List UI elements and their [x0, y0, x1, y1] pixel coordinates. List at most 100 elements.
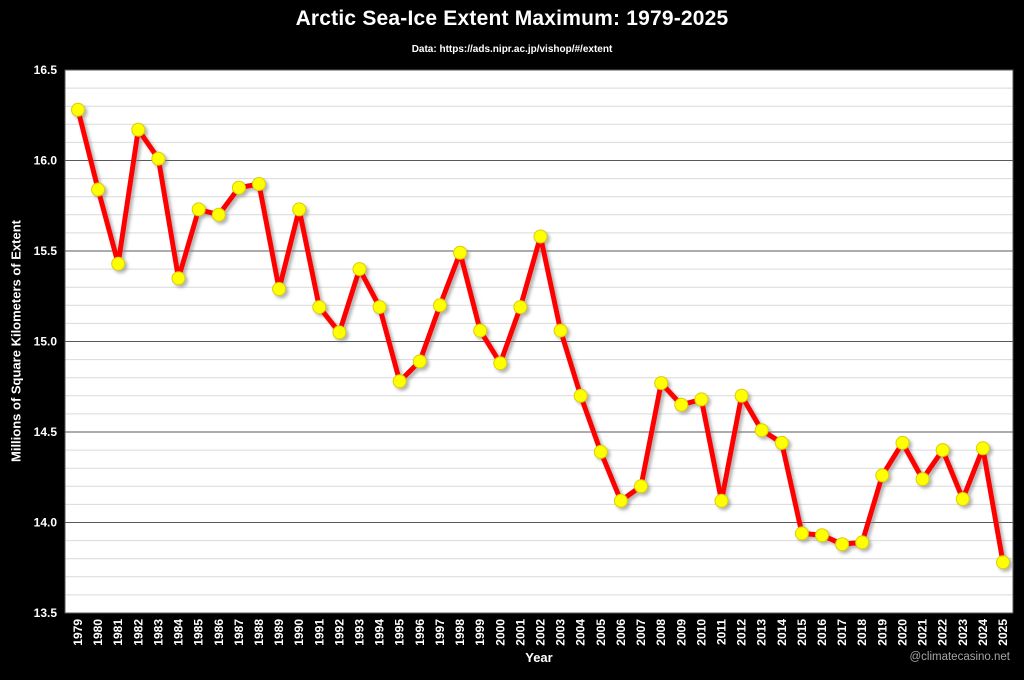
x-tick-label-2005: 2005: [594, 619, 608, 646]
x-tick-label-1992: 1992: [332, 619, 346, 646]
y-tick-label-15.5: 15.5: [34, 244, 58, 258]
x-tick-label-2006: 2006: [614, 619, 628, 646]
x-tick-label-1985: 1985: [192, 619, 206, 646]
x-tick-label-1997: 1997: [433, 619, 447, 646]
data-point-2016: [815, 528, 829, 543]
x-tick-label-2024: 2024: [976, 619, 990, 646]
x-axis-title: Year: [525, 650, 553, 665]
x-tick-label-1980: 1980: [91, 619, 105, 646]
x-tick-label-2004: 2004: [574, 619, 588, 646]
data-point-1979: [71, 102, 85, 117]
chart-title: Arctic Sea-Ice Extent Maximum: 1979-2025: [295, 7, 729, 30]
data-point-2006: [613, 493, 628, 508]
x-tick-label-2016: 2016: [815, 619, 829, 646]
x-tick-label-2022: 2022: [936, 619, 950, 646]
data-point-1989: [272, 282, 287, 296]
x-tick-label-1981: 1981: [111, 619, 125, 646]
data-point-2019: [875, 468, 890, 483]
x-tick-label-2014: 2014: [775, 619, 789, 646]
x-tick-label-2007: 2007: [634, 619, 648, 646]
data-point-2001: [513, 300, 528, 315]
x-tick-label-1990: 1990: [292, 619, 306, 646]
x-tick-label-2012: 2012: [735, 619, 749, 646]
chart-subtitle: Data: https://ads.nipr.ac.jp/vishop/#/ex…: [411, 44, 613, 55]
x-tick-label-2001: 2001: [513, 619, 527, 646]
data-point-2005: [593, 444, 608, 459]
x-tick-label-2009: 2009: [674, 619, 688, 646]
y-tick-label-13.5: 13.5: [34, 606, 58, 620]
x-tick-label-2018: 2018: [855, 619, 869, 646]
x-tick-label-2010: 2010: [694, 619, 708, 646]
data-point-2007: [634, 479, 648, 494]
data-point-1982: [131, 122, 146, 137]
x-tick-label-2015: 2015: [795, 619, 809, 646]
x-tick-label-1991: 1991: [312, 619, 326, 646]
data-point-1983: [151, 151, 166, 166]
data-point-2009: [674, 397, 689, 412]
x-tick-label-1984: 1984: [172, 619, 186, 646]
data-point-2024: [975, 441, 990, 456]
data-point-1990: [292, 202, 307, 217]
data-point-1988: [252, 177, 266, 191]
y-tick-label-16.0: 16.0: [34, 154, 58, 168]
y-tick-label-16.5: 16.5: [34, 63, 58, 77]
y-axis-title: Millions of Square Kilometers of Extent: [8, 220, 24, 463]
data-point-1993: [352, 262, 367, 277]
data-point-1997: [433, 298, 447, 313]
x-tick-label-2019: 2019: [875, 619, 889, 646]
data-point-2012: [734, 388, 749, 403]
data-point-2000: [493, 356, 508, 371]
x-tick-label-1999: 1999: [473, 619, 487, 646]
data-point-2004: [573, 388, 588, 403]
data-point-1984: [171, 271, 186, 286]
x-tick-label-1996: 1996: [413, 619, 427, 646]
data-point-1992: [332, 325, 347, 340]
x-tick-label-2002: 2002: [534, 619, 548, 646]
x-tick-label-2025: 2025: [996, 619, 1010, 646]
data-point-1996: [412, 354, 427, 369]
x-tick-label-2013: 2013: [755, 619, 769, 646]
data-point-2022: [935, 443, 950, 458]
data-point-2023: [955, 492, 970, 506]
data-point-2011: [714, 493, 729, 508]
x-tick-label-2023: 2023: [956, 619, 970, 646]
x-tick-label-1989: 1989: [272, 619, 286, 646]
x-tick-label-2020: 2020: [896, 619, 910, 646]
data-point-2008: [654, 376, 669, 391]
x-tick-label-2017: 2017: [835, 619, 849, 646]
data-point-2013: [754, 423, 769, 438]
data-point-2020: [895, 435, 910, 450]
plot-border: [64, 69, 1014, 614]
data-point-1999: [473, 323, 488, 338]
x-tick-label-1988: 1988: [252, 619, 266, 646]
x-tick-label-1998: 1998: [453, 619, 467, 646]
x-tick-label-2008: 2008: [654, 619, 668, 646]
x-tick-label-2011: 2011: [715, 619, 729, 645]
x-tick-label-1993: 1993: [353, 619, 367, 646]
data-point-1985: [191, 202, 206, 217]
data-point-1998: [453, 245, 468, 260]
data-point-1981: [111, 256, 126, 271]
data-point-2002: [533, 229, 548, 244]
data-point-2010: [694, 392, 709, 407]
data-point-2021: [915, 472, 930, 487]
y-tick-label-15.0: 15.0: [34, 335, 58, 349]
series-group: [71, 102, 1010, 570]
data-point-2025: [996, 555, 1010, 570]
x-tick-label-1983: 1983: [151, 619, 165, 646]
x-tick-label-1982: 1982: [131, 619, 145, 646]
data-point-2017: [835, 537, 850, 552]
data-point-1991: [312, 300, 327, 315]
data-point-2015: [794, 526, 809, 541]
data-point-2014: [774, 435, 789, 450]
x-tick-label-2003: 2003: [554, 619, 568, 646]
data-point-2003: [553, 323, 568, 338]
credit-watermark: @climatecasino.net: [909, 651, 1010, 663]
x-tick-label-1986: 1986: [212, 619, 226, 646]
x-tick-label-2000: 2000: [493, 619, 507, 646]
y-tick-label-14.5: 14.5: [34, 425, 58, 439]
x-tick-label-1987: 1987: [232, 619, 246, 646]
x-tick-label-1995: 1995: [393, 619, 407, 646]
